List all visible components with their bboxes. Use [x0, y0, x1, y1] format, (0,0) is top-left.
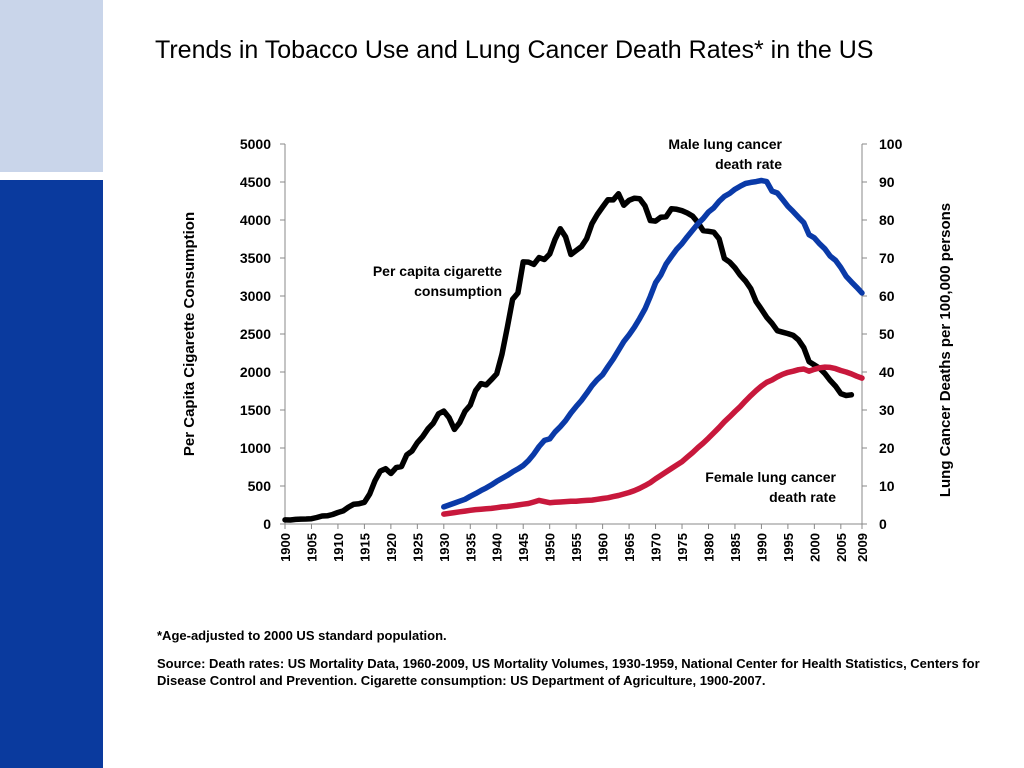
right-tick-label: 20 [879, 440, 895, 456]
right-tick-label: 60 [879, 288, 895, 304]
left-tick-label: 4500 [240, 174, 271, 190]
left-tick-label: 3000 [240, 288, 271, 304]
x-tick-label: 1980 [701, 533, 716, 562]
x-tick-label: 1935 [463, 533, 478, 562]
slide-title: Trends in Tobacco Use and Lung Cancer De… [155, 36, 874, 64]
left-tick-label: 3500 [240, 250, 271, 266]
x-tick-label: 1910 [331, 533, 346, 562]
left-tick-label: 500 [248, 478, 272, 494]
chart-labels: Per capita cigarette consumption Male lung… [373, 136, 837, 505]
y-axis-title: Per Capita Cigarette Consumption [181, 212, 198, 456]
right-tick-label: 40 [879, 364, 895, 380]
x-tick-label: 1970 [649, 533, 664, 562]
x-tick-label: 1915 [357, 533, 372, 562]
left-tick-label: 5000 [240, 136, 271, 152]
source-note: Source: Death rates: US Mortality Data, … [157, 656, 980, 688]
x-tick-label: 1950 [543, 533, 558, 562]
left-tick-label: 4000 [240, 212, 271, 228]
sidebar-light-band [0, 0, 103, 172]
x-tick-label: 1920 [384, 533, 399, 562]
x-tick-label: 1990 [754, 533, 769, 562]
x-tick-label: 2005 [834, 533, 849, 562]
sidebar-dark-band [0, 180, 103, 768]
male-death-rate-line [441, 177, 865, 510]
sidebar-divider [0, 172, 103, 180]
female-annotation: Female lung cancer [705, 469, 836, 485]
x-tick-label: 1925 [410, 533, 425, 562]
x-tick-label: 1995 [781, 533, 796, 562]
x-tick-label: 1975 [675, 533, 690, 562]
right-tick-label: 70 [879, 250, 895, 266]
female-death-rate-line [441, 364, 865, 517]
x-tick-label: 1955 [569, 533, 584, 562]
left-tick-label: 1000 [240, 440, 271, 456]
right-tick-label: 30 [879, 402, 895, 418]
male-annotation: death rate [715, 156, 782, 172]
x-tick-label: 2000 [807, 533, 822, 562]
cigarette-annotation: consumption [414, 283, 502, 299]
x-tick-label: 1940 [490, 533, 505, 562]
y2-axis-title: Lung Cancer Deaths per 100,000 persons [937, 203, 954, 497]
chart-axes: 0500100015002000250030003500400045005000… [181, 136, 954, 562]
x-tick-label: 1905 [304, 533, 319, 562]
right-tick-label: 90 [879, 174, 895, 190]
right-tick-label: 0 [879, 516, 887, 532]
male-annotation: Male lung cancer [668, 136, 782, 152]
x-tick-label: 1900 [278, 533, 293, 562]
left-tick-label: 2000 [240, 364, 271, 380]
cigarette-consumption-line [282, 191, 855, 523]
chart-series [282, 177, 865, 523]
right-tick-label: 100 [879, 136, 903, 152]
x-tick-label: 1960 [596, 533, 611, 562]
left-tick-label: 1500 [240, 402, 271, 418]
left-tick-label: 0 [263, 516, 271, 532]
footnote: *Age-adjusted to 2000 US standard popula… [157, 628, 447, 643]
right-tick-label: 10 [879, 478, 895, 494]
cigarette-annotation: Per capita cigarette [373, 263, 502, 279]
right-tick-label: 50 [879, 326, 895, 342]
female-annotation: death rate [769, 489, 836, 505]
x-tick-label: 1985 [728, 533, 743, 562]
left-tick-label: 2500 [240, 326, 271, 342]
x-tick-label: 1945 [516, 533, 531, 562]
x-tick-label: 2009 [855, 533, 870, 562]
x-tick-label: 1965 [622, 533, 637, 562]
x-tick-label: 1930 [437, 533, 452, 562]
right-tick-label: 80 [879, 212, 895, 228]
